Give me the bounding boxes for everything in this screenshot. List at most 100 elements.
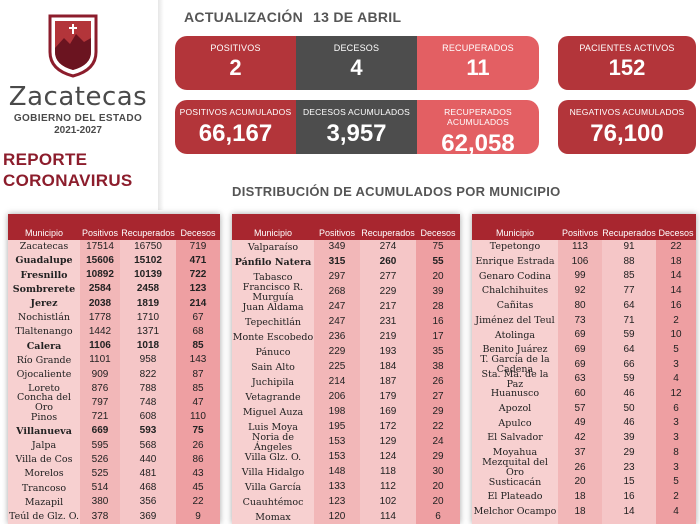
cell-value: 2458 xyxy=(136,283,160,295)
column-header: Decesos xyxy=(420,228,456,238)
cell-value: 16 xyxy=(432,316,444,328)
cell-value: 22 xyxy=(670,241,682,253)
cell-value: 15 xyxy=(623,476,635,488)
municipio-name: Moyahua xyxy=(492,447,538,459)
table-row: Apulco 49 46 3 xyxy=(472,416,696,431)
cell-value: 39 xyxy=(432,286,444,298)
table-header: Municipio Positivos Recuperados Decesos xyxy=(8,214,220,240)
card-positivos-acumulados: POSITIVOS ACUMULADOS 66,167 xyxy=(175,100,296,154)
municipio-name: Melchor Ocampo xyxy=(473,505,557,517)
municipio-name: Sta. Ma. de la Paz xyxy=(481,368,549,390)
column-background xyxy=(602,240,656,524)
cell-value: 102 xyxy=(379,496,397,508)
brand-years: 2021-2027 xyxy=(54,125,102,136)
cell-value: 29 xyxy=(623,446,635,458)
cell-value: 1819 xyxy=(136,297,160,309)
cell-value: 99 xyxy=(574,270,586,282)
municipio-name: Pinos xyxy=(30,411,58,423)
cell-value: 440 xyxy=(139,453,157,465)
cell-value: 1778 xyxy=(88,311,112,323)
cell-value: 123 xyxy=(189,283,207,295)
cell-value: 568 xyxy=(139,439,157,451)
municipio-name: Monte Escobedo xyxy=(232,331,314,343)
cell-value: 66 xyxy=(623,358,635,370)
cell-value: 39 xyxy=(623,432,635,444)
cell-value: 80 xyxy=(574,299,586,311)
municipio-name: Chalchihuites xyxy=(481,285,549,297)
cell-value: 231 xyxy=(379,316,397,328)
municipio-name: Juan Aldama xyxy=(242,301,304,313)
municipio-name: Valparaíso xyxy=(247,241,299,253)
table-row: Apozol 57 50 6 xyxy=(472,402,696,417)
column-background xyxy=(80,240,120,524)
cell-value: 106 xyxy=(571,255,589,267)
cell-value: 28 xyxy=(432,301,444,313)
table-row: Cañitas 80 64 16 xyxy=(472,299,696,314)
cell-value: 247 xyxy=(328,316,346,328)
cell-value: 23 xyxy=(623,461,635,473)
municipio-name: Villa de Cos xyxy=(15,454,73,466)
column-background xyxy=(656,240,696,524)
card-label: POSITIVOS ACUMULADOS xyxy=(179,107,292,117)
cell-value: 722 xyxy=(189,269,207,281)
table-row: El Salvador 42 39 3 xyxy=(472,431,696,446)
municipio-name: Momax xyxy=(255,511,291,523)
cell-value: 153 xyxy=(328,451,346,463)
cell-value: 958 xyxy=(139,354,157,366)
card-value: 2 xyxy=(229,55,242,80)
column-background xyxy=(120,240,176,524)
cell-value: 526 xyxy=(91,453,109,465)
cell-value: 909 xyxy=(91,368,109,380)
column-header: Positivos xyxy=(318,228,355,238)
cell-value: 206 xyxy=(328,391,346,403)
table-row: Susticacán 20 15 5 xyxy=(472,475,696,490)
card-label: PACIENTES ACTIVOS xyxy=(579,43,675,53)
cell-value: 64 xyxy=(623,299,635,311)
cell-value: 22 xyxy=(192,496,204,508)
cell-value: 15102 xyxy=(134,255,162,267)
cell-value: 6 xyxy=(435,511,441,523)
municipio-name: Francisco R. Murguía xyxy=(242,281,304,303)
cell-value: 50 xyxy=(623,402,635,414)
cell-value: 16750 xyxy=(134,240,162,252)
cell-value: 123 xyxy=(328,496,346,508)
cell-value: 46 xyxy=(623,417,635,429)
table-row: T. García de la Cadena 69 66 3 xyxy=(472,355,696,375)
table-row: Fresnillo 10892 10139 722 xyxy=(8,268,220,282)
cell-value: 57 xyxy=(574,402,586,414)
table-row: Loreto 876 788 85 xyxy=(8,382,220,396)
table-row: Guadalupe 15606 15102 471 xyxy=(8,254,220,268)
cell-value: 14 xyxy=(670,285,682,297)
table-row: Morelos 525 481 43 xyxy=(8,467,220,481)
column-background xyxy=(176,240,220,524)
table-row: Atolinga 69 59 10 xyxy=(472,328,696,343)
column-background xyxy=(8,240,80,524)
cell-value: 1106 xyxy=(89,340,111,352)
table-row: Moyahua 37 29 8 xyxy=(472,446,696,461)
table-row: Valparaíso 349 274 75 xyxy=(232,240,460,255)
cell-value: 133 xyxy=(328,481,346,493)
table-row: Sta. Ma. de la Paz 63 59 4 xyxy=(472,368,696,390)
cell-value: 169 xyxy=(379,406,397,418)
table-row: Tepechitlán 247 231 16 xyxy=(232,315,460,330)
column-header: Recuperados xyxy=(602,228,656,238)
table-row: Vetagrande 206 179 27 xyxy=(232,390,460,405)
cell-value: 87 xyxy=(192,368,204,380)
cell-value: 20 xyxy=(432,496,444,508)
cell-value: 471 xyxy=(189,255,207,267)
brand-name: Zacatecas xyxy=(8,82,148,112)
cell-value: 43 xyxy=(192,468,204,480)
column-header: Positivos xyxy=(81,228,118,238)
municipio-name: Mazapil xyxy=(24,496,64,508)
municipio-name: Sain Alto xyxy=(251,361,295,373)
cell-value: 88 xyxy=(623,255,635,267)
report-title-line2: CORONAVIRUS xyxy=(3,171,133,190)
cell-value: 481 xyxy=(139,468,157,480)
table-row: Pánuco 229 193 35 xyxy=(232,345,460,360)
cell-value: 49 xyxy=(574,417,586,429)
card-label: DECESOS xyxy=(333,43,380,53)
table-row: Juchipila 214 187 26 xyxy=(232,375,460,390)
cell-value: 10892 xyxy=(86,269,114,281)
cell-value: 30 xyxy=(432,466,444,478)
municipio-name: Pánfilo Natera xyxy=(234,256,312,268)
